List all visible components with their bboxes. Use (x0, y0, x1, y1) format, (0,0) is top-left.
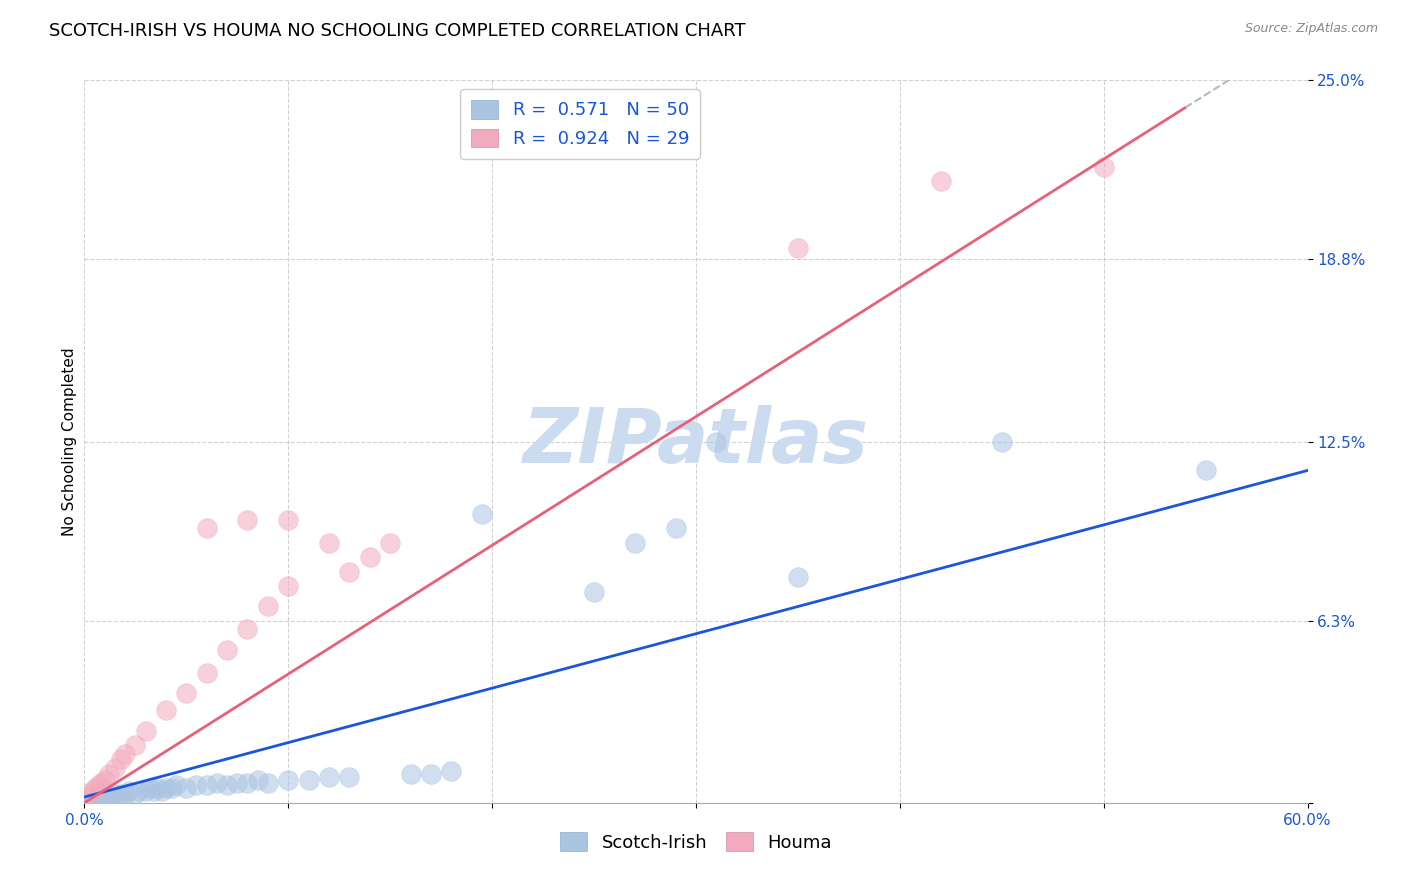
Point (991, 434, 1014, 449)
Point (108, 790, 131, 805)
Point (104, 787, 127, 801)
Point (155, 703, 177, 717)
Point (471, 507, 494, 521)
Point (90, 775, 112, 789)
Point (87, 779, 110, 793)
Point (174, 781, 197, 796)
Point (298, 772, 321, 787)
Point (77, 787, 100, 801)
Point (110, 752, 132, 766)
Point (787, 570, 810, 584)
Point (277, 772, 299, 787)
Point (236, 775, 259, 789)
Point (135, 784, 157, 798)
Point (186, 779, 208, 793)
Point (79, 790, 101, 805)
Point (124, 738, 146, 752)
Point (440, 764, 463, 778)
Point (87, 790, 110, 805)
Point (359, 550, 381, 565)
Point (257, 599, 280, 614)
Point (195, 665, 218, 680)
Point (165, 779, 187, 793)
Point (110, 787, 132, 801)
Point (420, 767, 443, 781)
Point (1195, 463, 1218, 477)
Point (399, 767, 422, 781)
Point (583, 584, 606, 599)
Point (150, 784, 173, 798)
Point (205, 775, 228, 789)
Point (236, 512, 259, 526)
Legend: Scotch-Irish, Houma: Scotch-Irish, Houma (553, 825, 839, 859)
Point (93, 790, 115, 805)
Point (142, 784, 165, 798)
Point (114, 747, 136, 761)
Text: SCOTCH-IRISH VS HOUMA NO SCHOOLING COMPLETED CORRELATION CHART: SCOTCH-IRISH VS HOUMA NO SCHOOLING COMPL… (49, 22, 745, 40)
Text: Source: ZipAtlas.com: Source: ZipAtlas.com (1244, 22, 1378, 36)
Point (624, 535, 647, 549)
Point (104, 761, 127, 775)
Point (100, 790, 122, 805)
Y-axis label: No Schooling Completed: No Schooling Completed (62, 347, 77, 536)
Point (380, 535, 402, 549)
Point (257, 775, 280, 789)
Point (138, 781, 160, 796)
Point (90, 787, 112, 801)
Point (93, 772, 115, 787)
Point (91, 793, 114, 807)
Point (155, 781, 177, 796)
Point (706, 434, 728, 449)
Text: ZIPatlas: ZIPatlas (523, 405, 869, 478)
Point (118, 784, 141, 798)
Point (277, 512, 299, 526)
Point (787, 241, 810, 255)
Point (174, 686, 197, 700)
Point (82, 793, 104, 807)
Point (96, 787, 118, 801)
Point (135, 723, 157, 738)
Point (82, 784, 104, 798)
Point (128, 784, 150, 798)
Point (226, 775, 249, 789)
Point (929, 174, 952, 188)
Point (217, 642, 239, 657)
Point (277, 579, 299, 593)
Point (83, 781, 105, 796)
Point (146, 781, 169, 796)
Point (339, 565, 361, 579)
Point (86, 793, 108, 807)
Point (83, 790, 105, 805)
Point (195, 779, 218, 793)
Point (318, 770, 340, 784)
Point (236, 623, 259, 637)
Point (217, 779, 239, 793)
Point (339, 770, 361, 784)
Point (124, 787, 146, 801)
Point (318, 535, 340, 549)
Point (77, 793, 100, 807)
Point (160, 781, 183, 796)
Point (114, 787, 136, 801)
Point (1092, 160, 1115, 174)
Point (246, 772, 269, 787)
Point (195, 521, 218, 535)
Point (97, 767, 120, 781)
Point (665, 521, 688, 535)
